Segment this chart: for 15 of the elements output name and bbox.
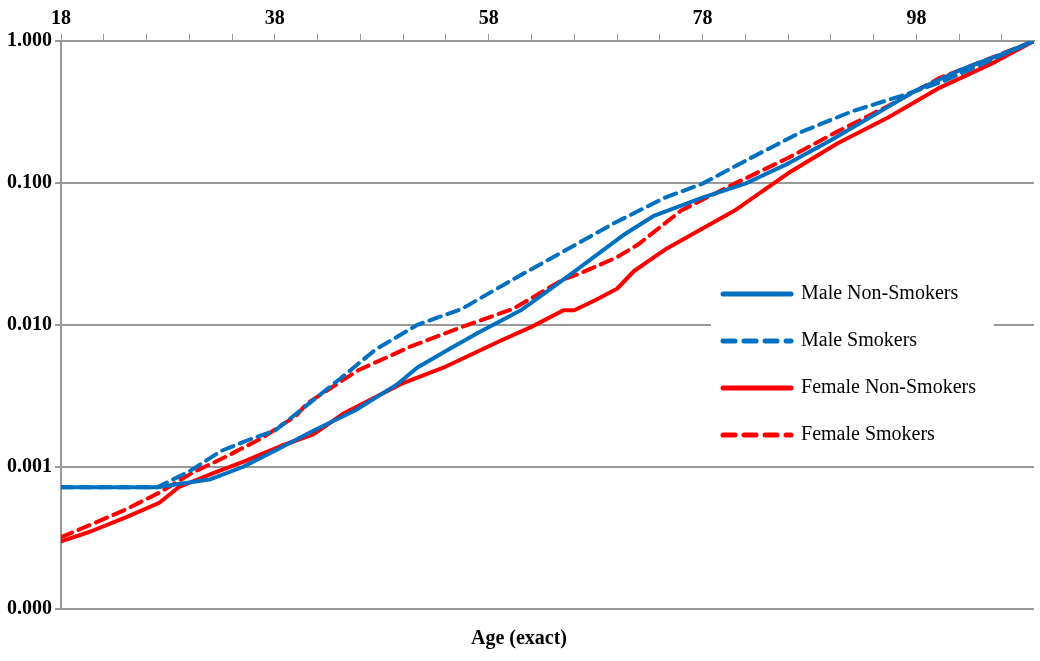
x-axis-title: Age (exact) <box>470 626 568 650</box>
y-tick-label: 1.000 <box>7 28 52 51</box>
y-tick-label: 0.000 <box>7 596 52 619</box>
x-tick-label: 58 <box>478 6 499 29</box>
x-tick-label: 98 <box>906 6 927 29</box>
legend-label: Male Smokers <box>801 328 918 351</box>
legend-label: Female Non-Smokers <box>801 375 977 398</box>
legend-label: Male Non-Smokers <box>801 281 959 304</box>
y-tick-label: 0.001 <box>7 454 52 477</box>
y-tick-label: 0.010 <box>7 312 52 335</box>
legend-label: Female Smokers <box>801 422 936 445</box>
x-tick-label: 38 <box>264 6 285 29</box>
y-tick-label: 0.100 <box>7 170 52 193</box>
x-tick-label: 18 <box>51 6 71 29</box>
x-tick-label: 78 <box>692 6 713 29</box>
